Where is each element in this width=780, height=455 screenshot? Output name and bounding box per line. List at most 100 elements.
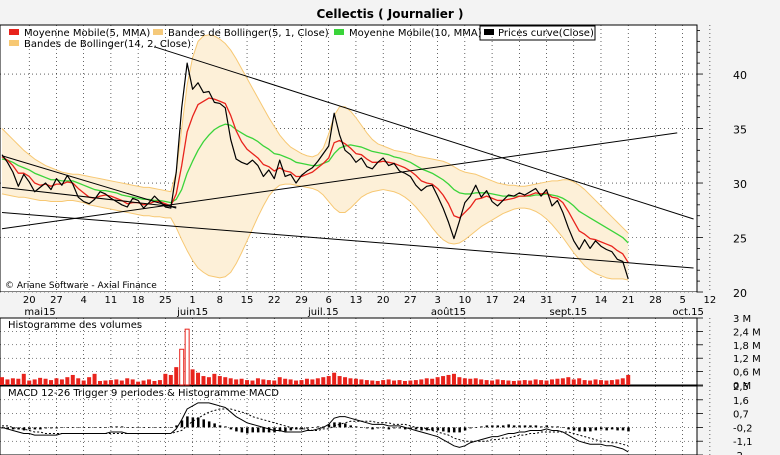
volume-bar xyxy=(544,380,549,385)
volume-bar xyxy=(479,379,484,385)
macd-histogram-bar xyxy=(382,427,385,429)
macd-histogram-bar xyxy=(82,427,86,428)
volume-bar xyxy=(98,380,103,385)
macd-histogram-bar xyxy=(447,427,451,433)
x-tick-label: 11 xyxy=(105,295,118,306)
macd-histogram-bar xyxy=(550,426,554,428)
macd-histogram-bar xyxy=(496,425,500,428)
volume-bar xyxy=(582,380,587,385)
volume-bar xyxy=(179,348,185,386)
volume-bar xyxy=(392,380,397,385)
legend-label-bb14: Bandes de Bollinger(14, 2, Close) xyxy=(24,39,191,50)
trendline xyxy=(1,186,177,208)
volume-bar xyxy=(32,379,37,385)
y-tick-label: 25 xyxy=(733,233,747,246)
macd-histogram-bar xyxy=(409,427,412,430)
volume-bar xyxy=(566,377,571,385)
macd-histogram-bar xyxy=(594,427,598,431)
bollinger-14-lower-line xyxy=(1,183,629,281)
macd-histogram-bar xyxy=(164,427,167,428)
volume-bar xyxy=(5,379,10,385)
volume-y-tick-label: 2,4 M xyxy=(733,327,761,338)
volume-bar xyxy=(234,379,239,385)
volume-bar xyxy=(500,380,505,385)
macd-histogram-bar xyxy=(311,427,314,428)
macd-histogram-bar xyxy=(480,426,483,428)
legend-swatch-ma10 xyxy=(334,29,344,35)
y-tick-label: 20 xyxy=(733,287,747,300)
volume-bar xyxy=(593,379,598,385)
macd-histogram-bar xyxy=(589,427,592,432)
macd-histogram-bar xyxy=(501,425,505,428)
volume-bar xyxy=(484,380,489,385)
legend-swatch-price xyxy=(484,29,494,35)
x-tick-label: 5 xyxy=(679,295,685,306)
x-tick-label: 8 xyxy=(217,295,223,306)
macd-histogram-bar xyxy=(60,427,64,428)
macd-histogram-bar xyxy=(371,427,374,430)
macd-histogram-bar xyxy=(627,427,630,432)
x-tick-label: 12 xyxy=(704,295,717,306)
x-tick-label: 22 xyxy=(268,295,281,306)
volume-bar xyxy=(560,378,565,385)
x-tick-label: 6 xyxy=(326,295,332,306)
volume-bar xyxy=(49,380,54,385)
month-label: juin15 xyxy=(176,307,208,318)
volume-bar xyxy=(626,374,631,385)
volume-bar xyxy=(125,378,130,385)
legend-swatch-bb5 xyxy=(153,29,163,35)
macd-histogram-bar xyxy=(224,426,227,428)
volume-bar xyxy=(462,378,467,385)
volume-bar xyxy=(87,377,92,385)
macd-histogram-bar xyxy=(246,427,249,434)
trendline xyxy=(1,132,678,230)
volume-bar xyxy=(326,376,331,385)
macd-histogram-bar xyxy=(300,427,303,430)
macd-histogram-bar xyxy=(425,427,429,431)
volume-bar xyxy=(147,379,152,385)
macd-histogram-bar xyxy=(305,427,309,429)
volume-bar xyxy=(0,377,4,385)
macd-panel xyxy=(0,385,698,455)
macd-histogram-bar xyxy=(17,427,20,430)
macd-histogram-bar xyxy=(333,422,336,428)
macd-histogram-bar xyxy=(556,426,559,428)
macd-histogram-bar xyxy=(28,427,31,430)
macd-histogram-bar xyxy=(567,427,570,430)
macd-histogram-bar xyxy=(512,425,516,428)
volume-bar xyxy=(261,379,266,385)
macd-histogram-bar xyxy=(360,427,363,428)
macd-histogram-bar xyxy=(142,427,146,428)
macd-histogram-bar xyxy=(327,424,331,428)
macd-histogram-bar xyxy=(491,425,494,428)
volume-bar xyxy=(16,378,21,385)
volume-bar xyxy=(163,373,168,385)
y-tick-label: 40 xyxy=(733,69,747,82)
macd-y-tick-label: 0,7 xyxy=(733,410,749,421)
volume-bar xyxy=(10,378,15,385)
macd-histogram-bar xyxy=(316,426,320,428)
macd-histogram-bar xyxy=(186,416,189,428)
volume-bar xyxy=(304,378,309,385)
volume-bar xyxy=(359,379,364,385)
volume-bar xyxy=(402,380,407,385)
macd-histogram-bar xyxy=(6,427,9,430)
volume-bar xyxy=(283,378,288,385)
x-tick-label: 29 xyxy=(295,295,308,306)
macd-histogram-bar xyxy=(414,427,418,430)
volume-bar xyxy=(506,380,511,385)
x-tick-label: 4 xyxy=(80,295,86,306)
legend-swatch-bb14 xyxy=(9,40,19,46)
macd-histogram-bar xyxy=(137,427,140,428)
volume-bar xyxy=(38,377,43,385)
volume-bar xyxy=(141,380,146,385)
month-axis-band xyxy=(0,292,697,318)
legend-label-price: Prices curve(Close) xyxy=(498,28,594,39)
month-label: août15 xyxy=(431,306,466,318)
trendline xyxy=(154,46,694,220)
macd-histogram-bar xyxy=(131,427,135,428)
volume-y-tick-label: 1,8 M xyxy=(733,341,761,352)
volume-bar xyxy=(343,377,348,385)
volume-bar xyxy=(332,372,337,385)
